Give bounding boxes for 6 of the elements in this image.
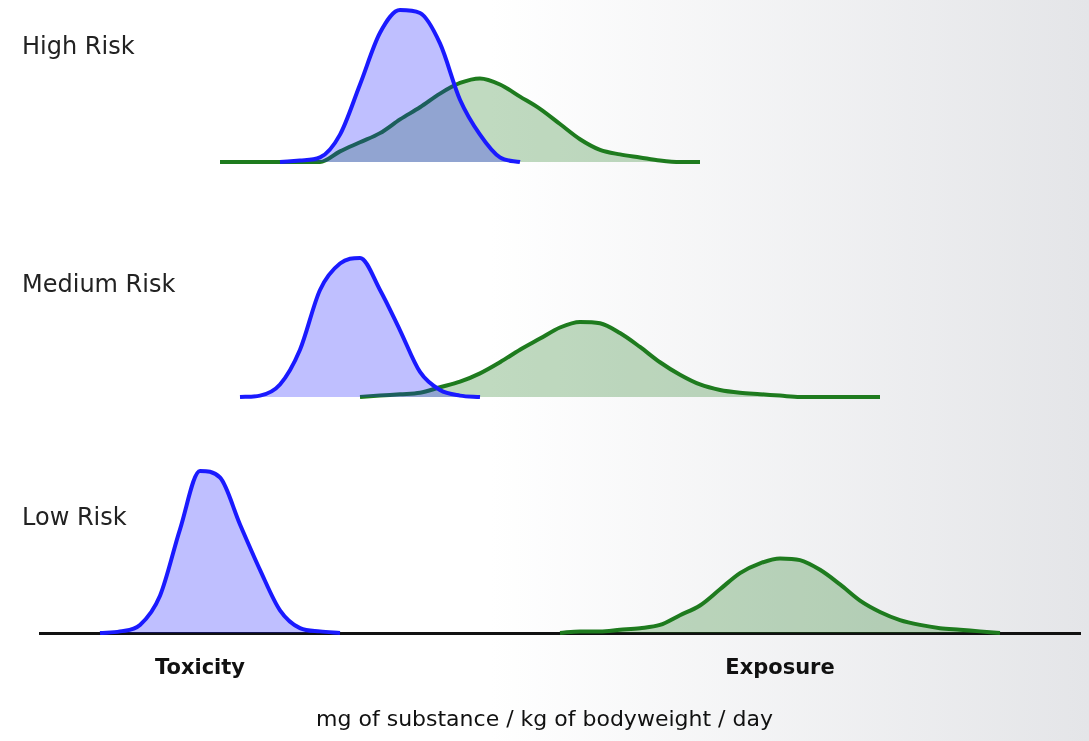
text: Medium Risk xyxy=(22,270,176,298)
text: High Risk xyxy=(22,32,135,60)
text: Toxicity xyxy=(154,655,246,679)
text: Low Risk xyxy=(22,503,127,531)
x-axis-title: mg of substance / kg of bodyweight / day xyxy=(315,705,774,733)
text: Exposure xyxy=(725,655,835,679)
